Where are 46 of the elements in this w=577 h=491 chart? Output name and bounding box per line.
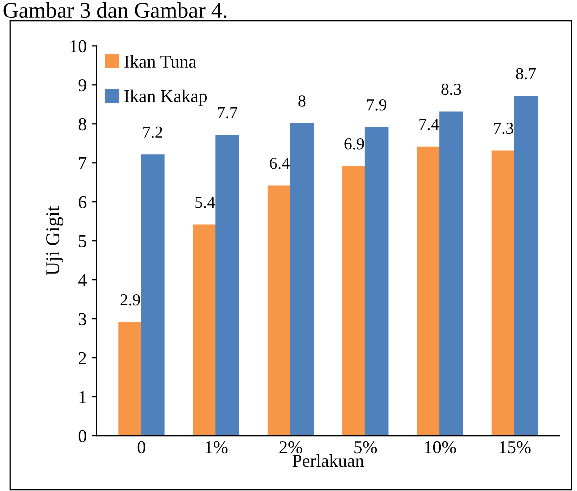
data-label: 7.7 xyxy=(218,107,238,119)
bar xyxy=(514,96,538,436)
x-tick-label: 10% xyxy=(425,441,456,454)
data-label: 8 xyxy=(298,96,306,107)
y-tick-label: 4 xyxy=(78,274,87,286)
text: Gambar 3 dan Gambar 4. xyxy=(4,2,227,18)
y-tick-label: 5 xyxy=(79,236,87,248)
data-label: 2.9 xyxy=(120,294,140,306)
data-label: 7.9 xyxy=(368,100,387,111)
y-tick-label: 1 xyxy=(80,391,86,404)
data-label: 6.4 xyxy=(270,158,290,170)
bar xyxy=(342,166,366,436)
data-label: 6.9 xyxy=(344,138,364,150)
bar xyxy=(141,154,165,436)
y-tick-label: 10 xyxy=(70,40,87,53)
y-tick-label: 2 xyxy=(78,352,86,364)
data-label: 5.4 xyxy=(196,197,216,208)
y-axis-title: Uji Gigit xyxy=(46,206,64,276)
data-label: 7.2 xyxy=(144,126,162,138)
bar xyxy=(290,123,314,436)
y-tick-label: 6 xyxy=(78,196,87,209)
data-label: 8.3 xyxy=(442,84,462,96)
bar xyxy=(492,150,516,436)
data-label: 8.7 xyxy=(516,68,536,80)
y-tick-label: 3 xyxy=(79,313,87,326)
x-tick-label: 2% xyxy=(280,441,302,454)
bar xyxy=(216,135,240,436)
x-tick-label: 5% xyxy=(354,441,378,454)
data-label: 7.3 xyxy=(494,122,514,134)
x-tick-label: 1% xyxy=(206,441,228,454)
x-tick-label: 0 xyxy=(138,441,146,454)
bar xyxy=(268,186,292,436)
x-axis-title: Perlakuan xyxy=(292,454,364,468)
bar xyxy=(440,112,464,436)
data-label: 7.4 xyxy=(420,119,440,130)
x-tick-label: 15% xyxy=(500,441,531,454)
legend-label: Ikan Kakap xyxy=(124,90,208,106)
legend-label: Ikan Tuna xyxy=(124,55,197,68)
bar xyxy=(193,224,218,436)
bar xyxy=(364,127,389,436)
y-tick-label: 0 xyxy=(78,430,87,442)
y-tick-label: 9 xyxy=(78,79,86,92)
bar xyxy=(417,146,441,436)
y-tick-label: 8 xyxy=(78,118,87,131)
bar xyxy=(118,322,142,436)
y-tick-label: 7 xyxy=(79,158,87,170)
